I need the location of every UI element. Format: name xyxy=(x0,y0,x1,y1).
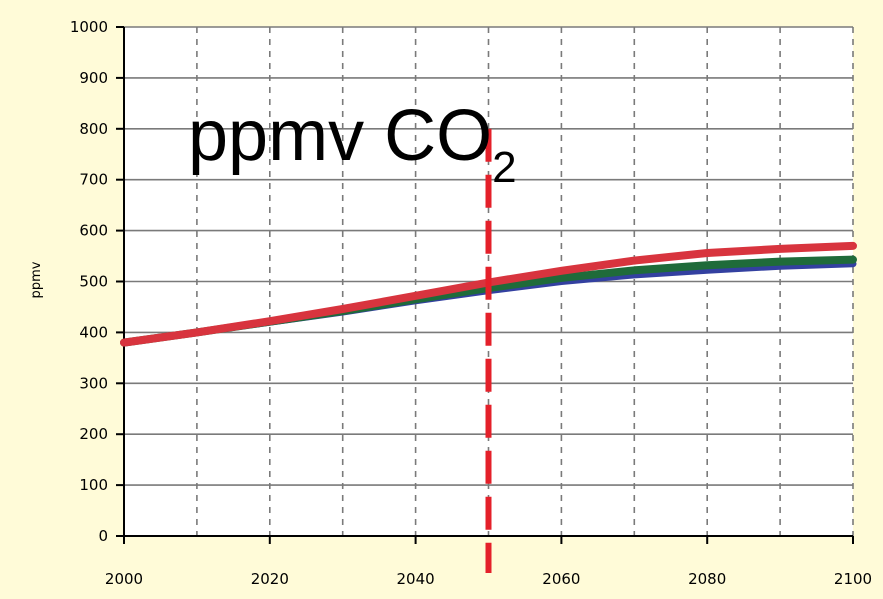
x-tick-label: 2100 xyxy=(834,570,872,588)
x-tick-label: 2040 xyxy=(397,570,435,588)
grid xyxy=(124,26,854,536)
y-tick-label: 300 xyxy=(79,374,108,392)
y-tick-label: 800 xyxy=(79,120,108,138)
x-tick-labels: 2000 2020 2040 2060 2080 2100 xyxy=(105,536,872,588)
x-tick-label: 2080 xyxy=(688,570,726,588)
y-tick-label: 200 xyxy=(79,425,108,443)
y-tick-label: 500 xyxy=(79,273,108,291)
y-tick-label: 1000 xyxy=(70,18,108,36)
x-tick-label: 2020 xyxy=(251,570,289,588)
y-tick-label: 600 xyxy=(79,222,108,240)
chart-title-text: ppmv CO xyxy=(188,96,492,176)
y-tick-label: 700 xyxy=(79,171,108,189)
chart-title-subscript: 2 xyxy=(492,143,516,192)
y-tick-label: 0 xyxy=(98,527,108,545)
x-tick-label: 2000 xyxy=(105,570,143,588)
y-tick-label: 400 xyxy=(79,323,108,341)
y-axis-title: ppmv xyxy=(29,261,44,298)
y-tick-label: 900 xyxy=(79,69,108,87)
y-tick-labels: 0 100 200 300 400 500 600 700 800 900 1000 xyxy=(70,18,124,545)
x-tick-label: 2060 xyxy=(542,570,580,588)
y-tick-label: 100 xyxy=(79,476,108,494)
chart-title: ppmv CO2 xyxy=(188,96,517,192)
